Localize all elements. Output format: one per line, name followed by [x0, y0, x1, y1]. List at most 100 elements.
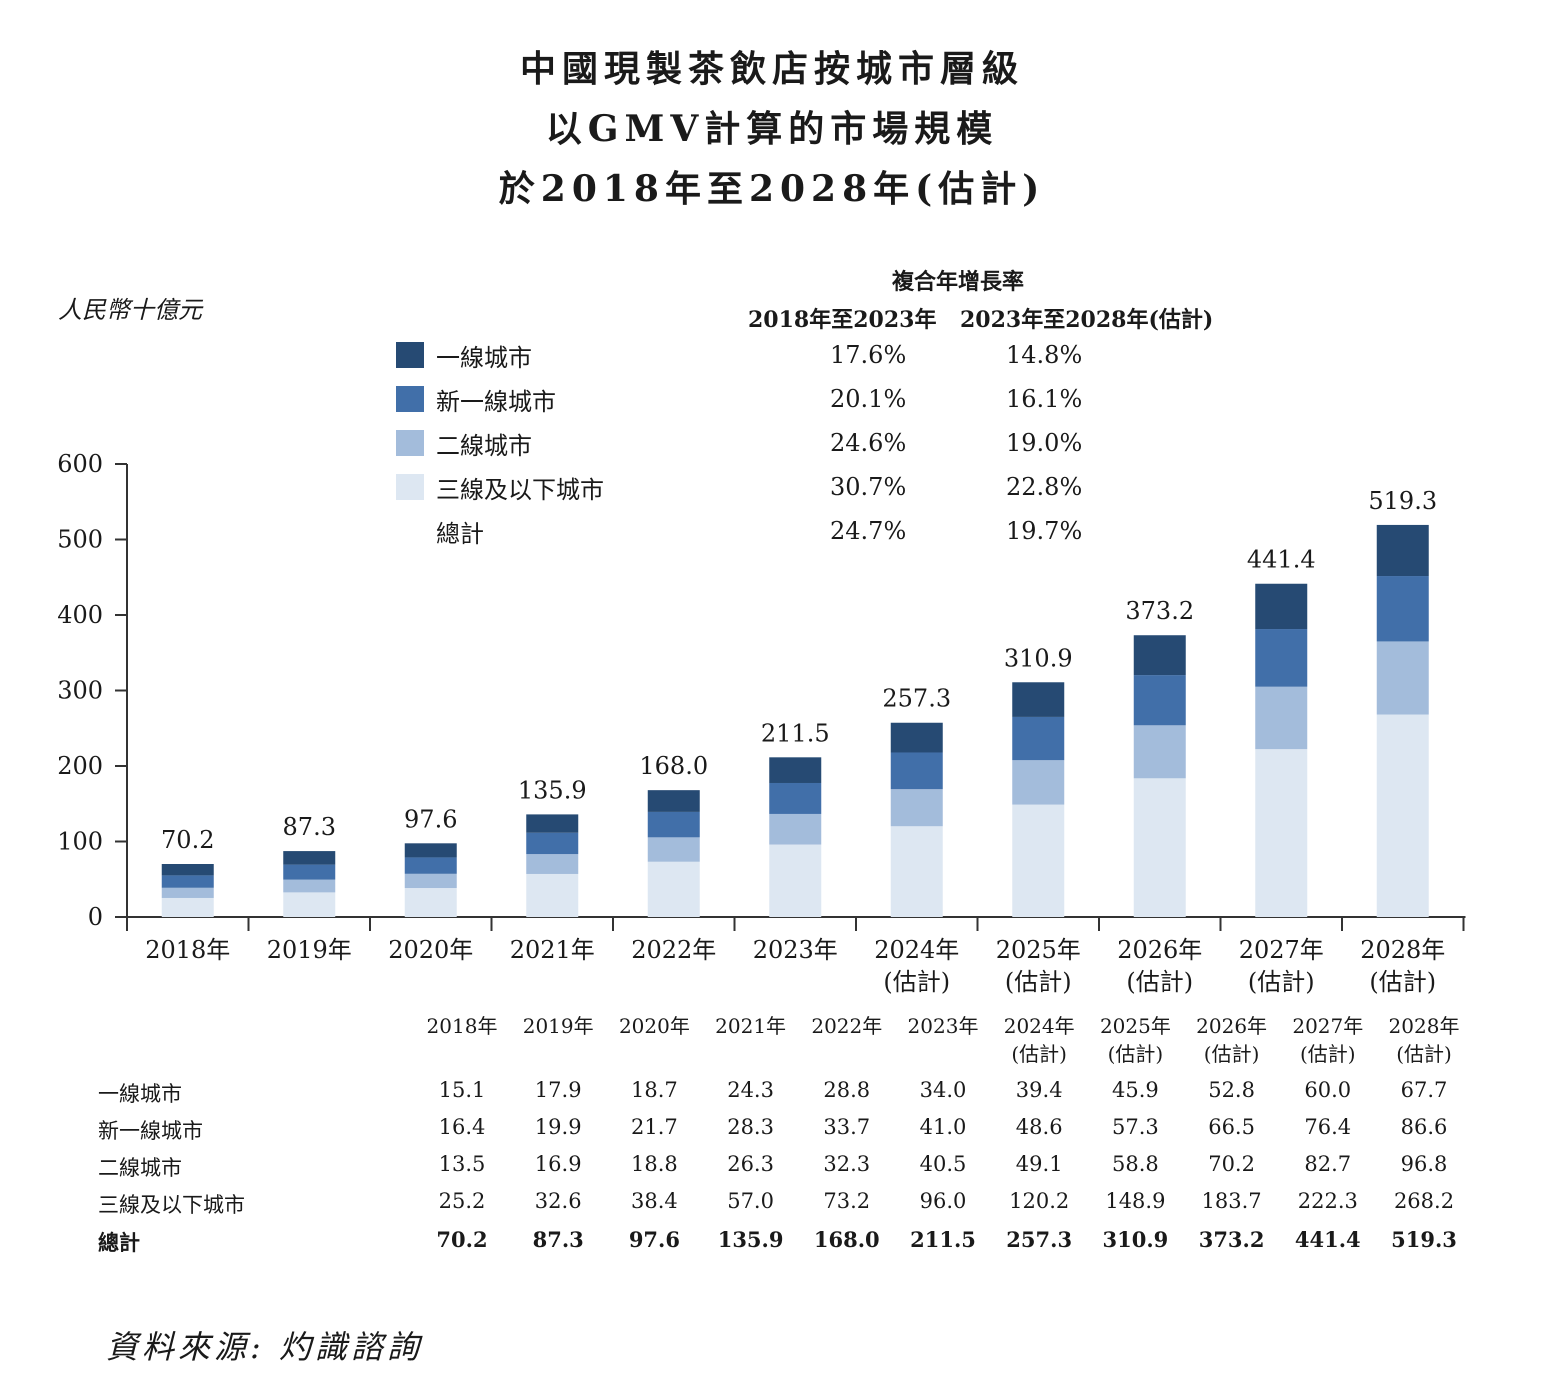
legend-swatch	[396, 430, 424, 456]
table-cell: 45.9	[1112, 1078, 1159, 1102]
table-column-header: 2025年 (估計)	[1087, 1012, 1183, 1068]
x-category-label-sub: (估計)	[883, 968, 950, 996]
x-category-label: 2027年	[1239, 936, 1324, 964]
bar-segment	[161, 897, 214, 917]
bar-segment	[526, 873, 579, 917]
bar-segment	[890, 789, 943, 827]
cagr-value-period-1: 24.7%	[830, 517, 907, 545]
bar-segment	[1376, 714, 1429, 917]
bar-segment	[526, 832, 579, 855]
bar-segment	[890, 722, 943, 753]
bar-segment	[161, 875, 214, 888]
bar-total-label: 257.3	[882, 685, 951, 713]
table-cell: 13.5	[438, 1152, 486, 1176]
bar-segment	[1133, 778, 1186, 917]
table-cell: 310.9	[1102, 1227, 1169, 1252]
source-note: 資料來源: 灼識諮詢	[106, 1328, 423, 1366]
legend-label: 二線城市	[436, 431, 532, 460]
cagr-value-period-1: 20.1%	[830, 385, 907, 413]
table-cell: 32.3	[823, 1152, 871, 1176]
table-cell: 268.2	[1393, 1189, 1455, 1213]
table-header-year: 2021年	[715, 1014, 787, 1038]
bar-segment	[890, 752, 943, 790]
table-cell: 16.9	[534, 1152, 582, 1176]
table-cell: 15.1	[438, 1078, 486, 1102]
cagr-value-period-1: 17.6%	[830, 341, 907, 369]
legend-item: 總計	[396, 516, 484, 548]
y-tick-label: 100	[57, 828, 103, 856]
legend-label: 新一線城市	[436, 387, 556, 416]
bar-segment	[526, 814, 579, 833]
table-header-estimate: (估計)	[1203, 1042, 1260, 1066]
table-cell: 26.3	[727, 1152, 774, 1176]
x-category-label-sub: (估計)	[1369, 968, 1436, 996]
table-cell: 18.8	[631, 1152, 678, 1176]
x-category-label-sub: (估計)	[1248, 968, 1315, 996]
legend-label: 三線及以下城市	[436, 475, 604, 504]
table-cell: 519.3	[1391, 1227, 1457, 1252]
table-column-header: 2028年 (估計)	[1376, 1012, 1472, 1068]
bar-total-label: 519.3	[1368, 487, 1437, 515]
table-cell: 222.3	[1297, 1189, 1358, 1213]
table-cell: 33.7	[823, 1115, 871, 1139]
cagr-value-period-2: 16.1%	[1006, 385, 1083, 413]
table-cell: 52.8	[1208, 1078, 1255, 1102]
cagr-value-period-2: 19.7%	[1006, 517, 1083, 545]
table-cell: 441.4	[1294, 1227, 1361, 1252]
table-cell: 28.8	[823, 1078, 871, 1102]
bar-total-label: 310.9	[1004, 644, 1073, 672]
x-category-label: 2019年	[267, 936, 352, 964]
cagr-value-period-1: 30.7%	[830, 473, 907, 501]
table-column-header: 2018年	[414, 1012, 510, 1040]
table-cell: 70.2	[436, 1227, 488, 1252]
table-cell: 38.4	[631, 1189, 678, 1213]
bar-total-label: 135.9	[518, 776, 587, 804]
table-cell: 86.6	[1400, 1115, 1448, 1139]
bar-segment	[404, 888, 457, 917]
cagr-value-period-2: 19.0%	[1006, 429, 1083, 457]
bar-segment	[647, 811, 700, 838]
bar-segment	[1012, 760, 1065, 805]
bar-segment	[1133, 675, 1186, 726]
table-row-label: 三線及以下城市	[98, 1193, 245, 1217]
table-cell: 82.7	[1304, 1152, 1352, 1176]
table-cell: 257.3	[1006, 1227, 1073, 1252]
table-column-header: 2022年	[799, 1012, 895, 1040]
cagr-period-2: 2023年至2028年(估計)	[960, 307, 1214, 333]
legend-swatch	[396, 342, 424, 368]
chart-title-line-3: 於2018年至2028年(估計)	[498, 168, 1046, 210]
table-cell: 96.0	[919, 1189, 967, 1213]
bar-segment	[283, 851, 336, 865]
table-header-year: 2018年	[426, 1014, 498, 1038]
cagr-period-1: 2018年至2023年	[748, 307, 937, 333]
bar-total-label: 211.5	[761, 719, 830, 747]
y-tick-label: 600	[57, 450, 103, 478]
bar-segment	[769, 782, 822, 814]
bar-segment	[283, 864, 336, 880]
table-cell: 16.4	[438, 1115, 486, 1139]
x-category-label: 2018年	[145, 936, 230, 964]
bar-segment	[1376, 524, 1429, 577]
cagr-value-period-2: 14.8%	[1006, 341, 1083, 369]
cagr-title: 複合年增長率	[892, 269, 1025, 295]
table-cell: 135.9	[717, 1227, 784, 1252]
bar-segment	[647, 790, 700, 812]
bar-total-label: 87.3	[283, 813, 336, 841]
table-cell: 34.0	[919, 1078, 967, 1102]
table-header-estimate: (估計)	[1396, 1042, 1452, 1066]
table-cell: 49.1	[1015, 1152, 1063, 1176]
bar-segment	[647, 861, 700, 917]
legend-label: 一線城市	[436, 343, 532, 372]
x-category-label: 2028年	[1360, 936, 1445, 964]
x-category-label: 2021年	[510, 936, 595, 964]
table-header-estimate: (估計)	[1011, 1042, 1067, 1066]
bar-segment	[1255, 583, 1308, 630]
table-cell: 41.0	[919, 1115, 967, 1139]
bar-segment	[769, 813, 822, 845]
y-tick-label: 200	[57, 752, 103, 780]
bar-segment	[1012, 716, 1065, 761]
bar-segment	[161, 863, 214, 876]
table-cell: 39.4	[1015, 1078, 1063, 1102]
legend-swatch	[396, 474, 424, 500]
bar-segment	[283, 892, 336, 917]
